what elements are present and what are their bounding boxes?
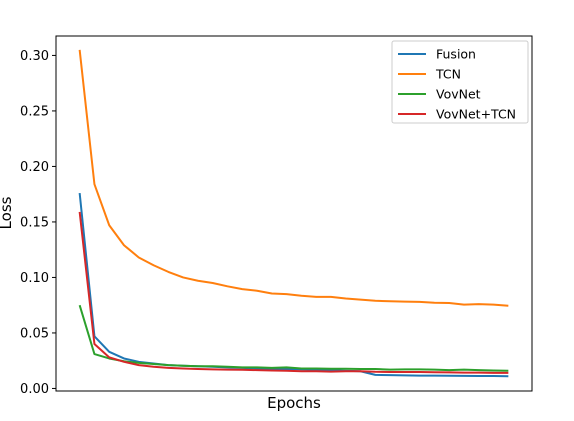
y-tick-label: 0.25 xyxy=(20,104,49,119)
legend-box xyxy=(391,40,529,124)
legend-label-fusion: Fusion xyxy=(436,47,476,62)
y-axis-ticks: 0.00 0.05 0.10 0.15 0.20 0.25 0.30 xyxy=(20,49,56,397)
series-lines xyxy=(78,49,509,378)
series-line-vovnet xyxy=(78,304,509,372)
y-tick-label: 0.10 xyxy=(20,271,49,286)
y-tick-label: 0.15 xyxy=(20,215,49,230)
legend-label-vovnet: VovNet xyxy=(436,87,481,102)
plot-frame xyxy=(55,35,533,392)
legend-label-tcn: TCN xyxy=(435,67,461,82)
y-tick-label: 0.00 xyxy=(20,382,49,397)
y-tick-label: 0.20 xyxy=(20,160,49,175)
y-tick-label: 0.30 xyxy=(20,49,49,64)
y-axis-label: Loss xyxy=(0,196,15,229)
legend-label-vovnet-tcn: VovNet+TCN xyxy=(436,107,516,122)
y-tick-label: 0.05 xyxy=(20,326,49,341)
x-axis-label: Epochs xyxy=(267,394,321,412)
series-line-tcn xyxy=(78,49,509,307)
series-line-vovnet-tcn xyxy=(78,211,509,374)
legend: Fusion TCN VovNet VovNet+TCN xyxy=(391,40,529,124)
